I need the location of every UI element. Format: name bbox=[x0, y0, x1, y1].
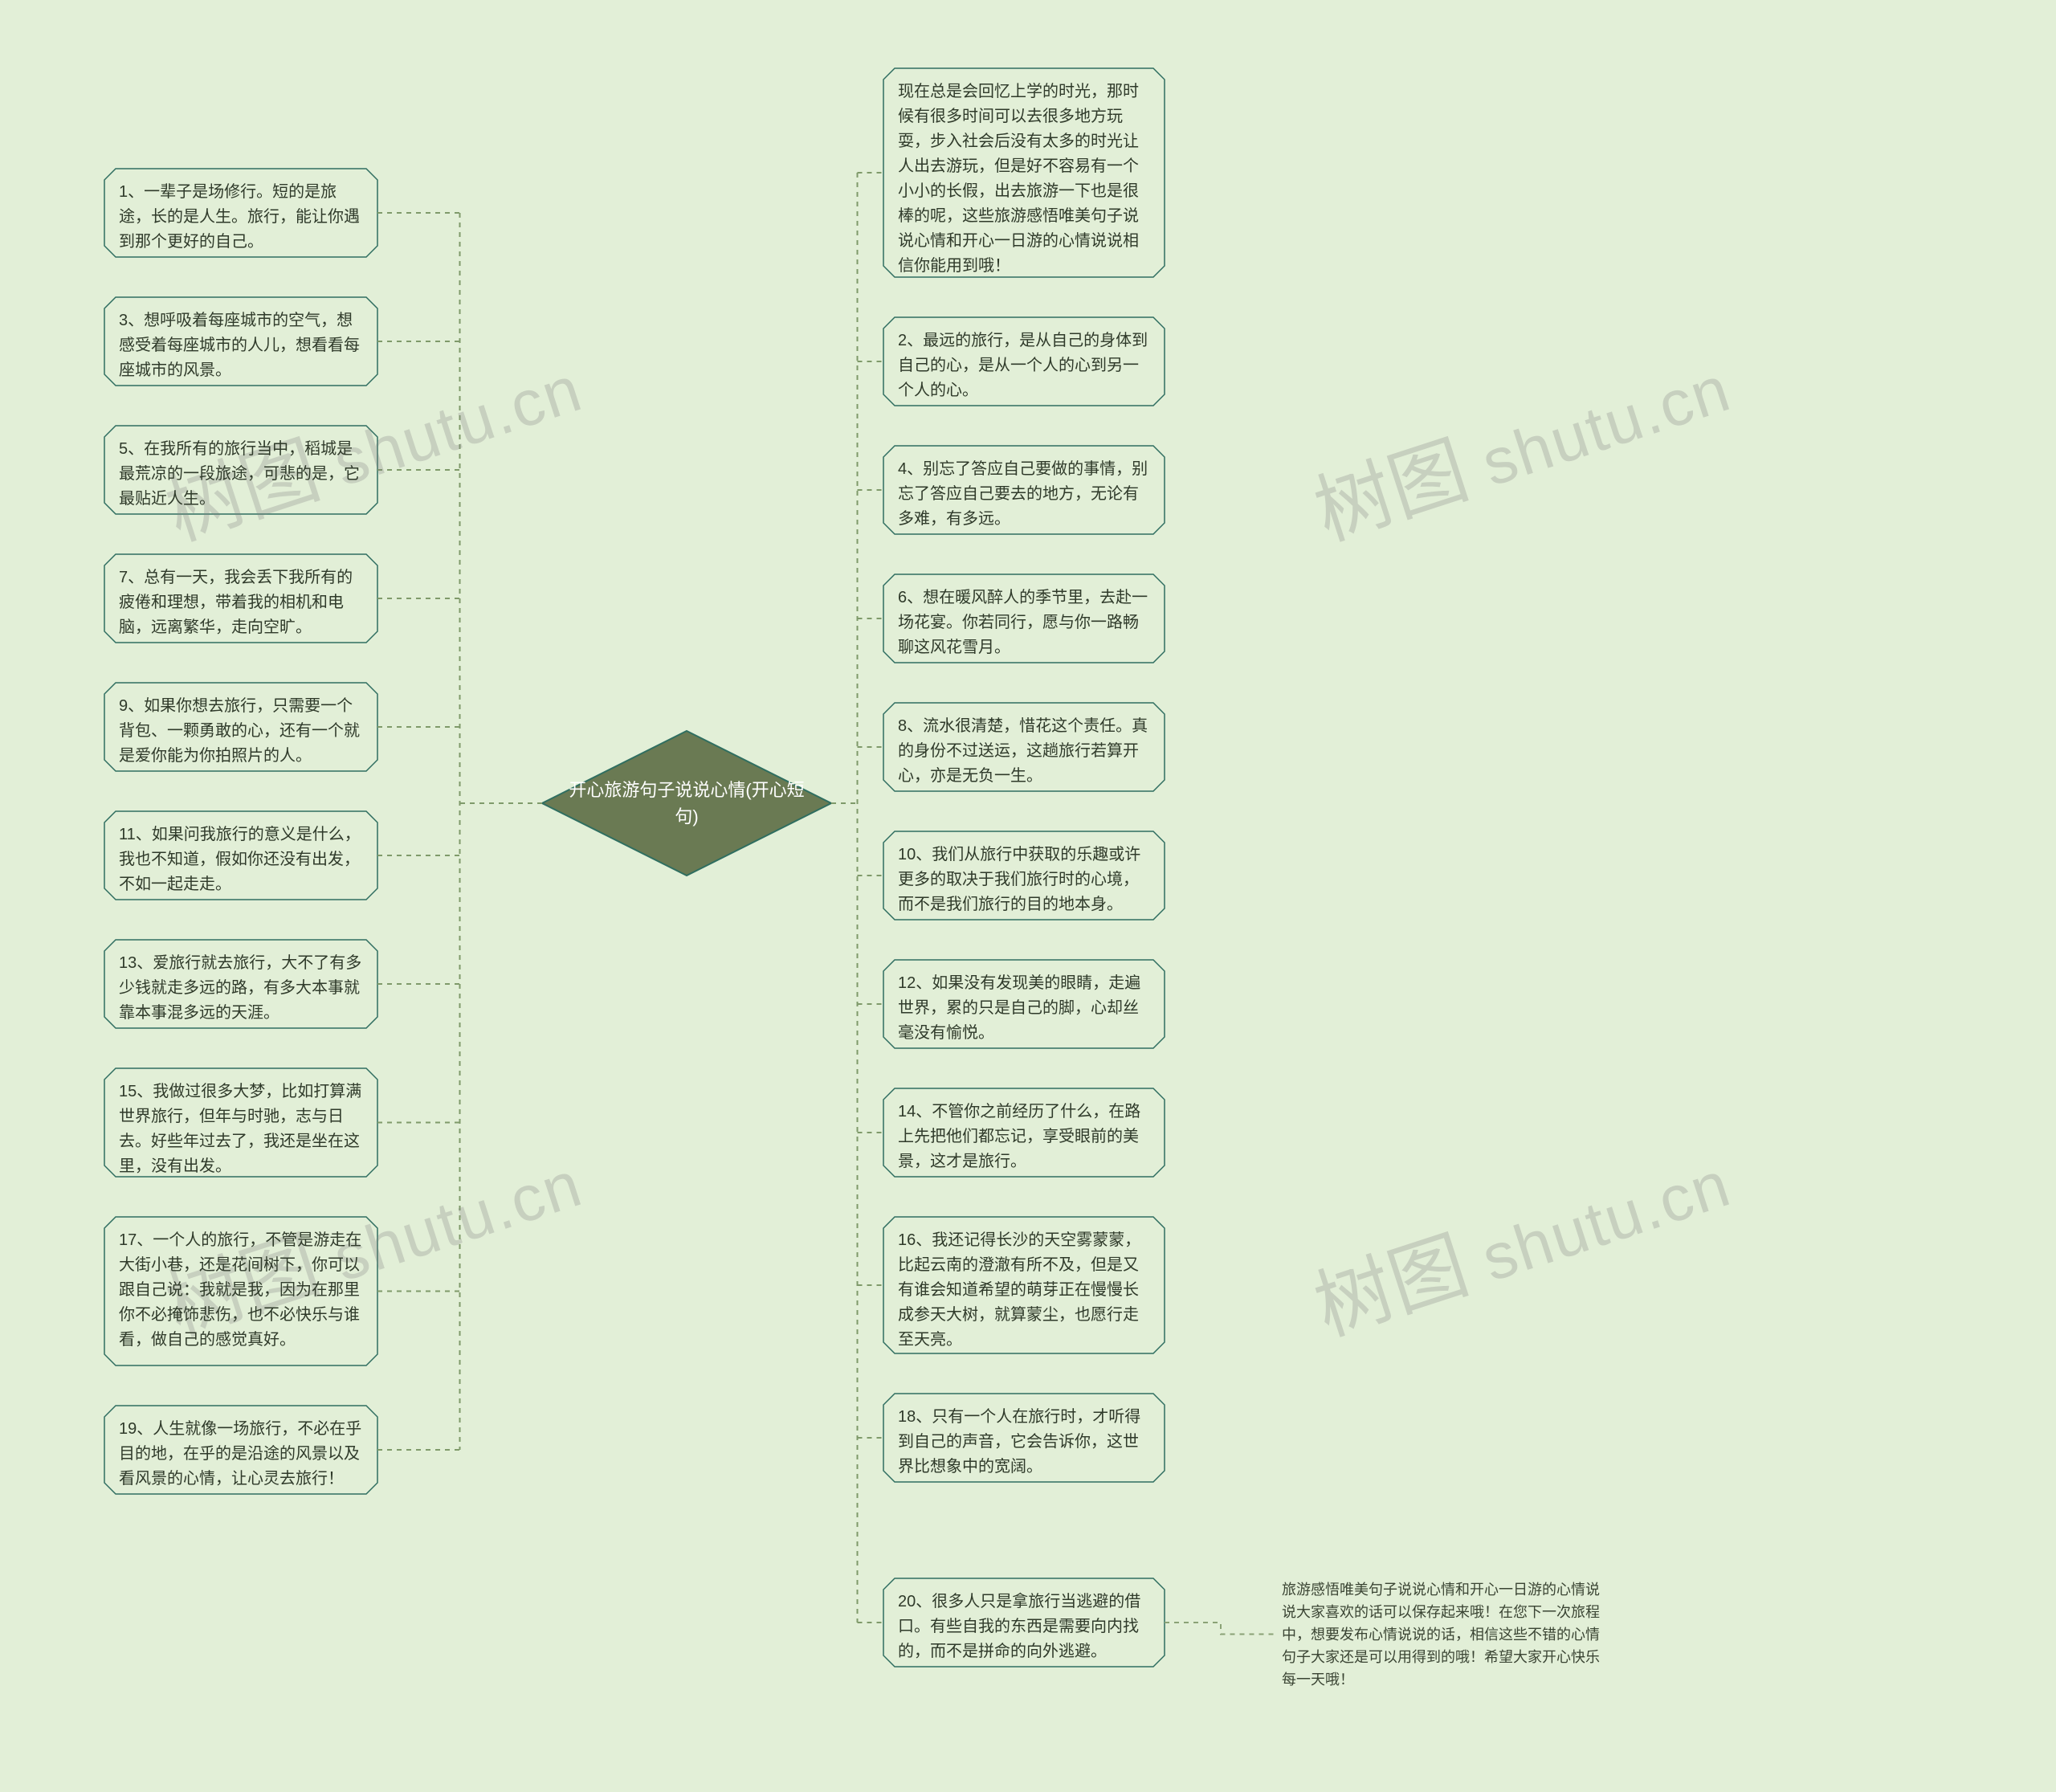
node-R8: 8、流水很清楚，惜花这个责任。真的身份不过送运，这趟旅行若算开心，亦是无负一生。 bbox=[883, 703, 1165, 791]
node-L17: 17、一个人的旅行，不管是游走在大街小巷，还是花间树下，你可以跟自己说：我就是我… bbox=[104, 1217, 377, 1365]
node-R14: 14、不管你之前经历了什么，在路上先把他们都忘记，享受眼前的美景，这才是旅行。 bbox=[883, 1088, 1165, 1177]
node-L15-text: 15、我做过很多大梦，比如打算满世界旅行，但年与时驰，志与日去。好些年过去了，我… bbox=[119, 1083, 361, 1175]
node-L17-text: 17、一个人的旅行，不管是游走在大街小巷，还是花间树下，你可以跟自己说：我就是我… bbox=[119, 1231, 361, 1349]
node-R20: 20、很多人只是拿旅行当逃避的借口。有些自我的东西是需要向内找的，而不是拼命的向… bbox=[883, 1578, 1165, 1667]
node-L15: 15、我做过很多大梦，比如打算满世界旅行，但年与时驰，志与日去。好些年过去了，我… bbox=[104, 1068, 377, 1177]
node-L9: 9、如果你想去旅行，只需要一个背包、一颗勇敢的心，还有一个就是爱你能为你拍照片的… bbox=[104, 683, 377, 771]
node-R18: 18、只有一个人在旅行时，才听得到自己的声音，它会告诉你，这世界比想象中的宽阔。 bbox=[883, 1394, 1165, 1482]
node-R12: 12、如果没有发现美的眼睛，走遍世界，累的只是自己的脚，心却丝毫没有愉悦。 bbox=[883, 960, 1165, 1048]
node-L1: 1、一辈子是场修行。短的是旅途，长的是人生。旅行，能让你遇到那个更好的自己。 bbox=[104, 169, 377, 257]
node-R14-text: 14、不管你之前经历了什么，在路上先把他们都忘记，享受眼前的美景，这才是旅行。 bbox=[898, 1103, 1140, 1170]
node-L7-text: 7、总有一天，我会丢下我所有的疲倦和理想，带着我的相机和电脑，远离繁华，走向空旷… bbox=[119, 569, 353, 636]
node-L3: 3、想呼吸着每座城市的空气，想感受着每座城市的人儿，想看看每座城市的风景。 bbox=[104, 297, 377, 386]
footnote: 旅游感悟唯美句子说说心情和开心一日游的心情说说大家喜欢的话可以保存起来哦！在您下… bbox=[1277, 1576, 1614, 1692]
node-R4-text: 4、别忘了答应自己要做的事情，别忘了答应自己要去的地方，无论有多难，有多远。 bbox=[898, 460, 1148, 528]
watermark: 树图 shutu.cn bbox=[1299, 1118, 1741, 1357]
footnote-text: 旅游感悟唯美句子说说心情和开心一日游的心情说说大家喜欢的话可以保存起来哦！在您下… bbox=[1282, 1582, 1600, 1688]
node-R6: 6、想在暖风醉人的季节里，去赴一场花宴。你若同行，愿与你一路畅聊这风花雪月。 bbox=[883, 574, 1165, 663]
node-R20-text: 20、很多人只是拿旅行当逃避的借口。有些自我的东西是需要向内找的，而不是拼命的向… bbox=[898, 1593, 1140, 1660]
center-node: 开心旅游句子说说心情(开心短句) bbox=[542, 731, 831, 876]
node-L1-text: 1、一辈子是场修行。短的是旅途，长的是人生。旅行，能让你遇到那个更好的自己。 bbox=[119, 183, 360, 251]
node-R6-text: 6、想在暖风醉人的季节里，去赴一场花宴。你若同行，愿与你一路畅聊这风花雪月。 bbox=[898, 589, 1148, 656]
node-L7: 7、总有一天，我会丢下我所有的疲倦和理想，带着我的相机和电脑，远离繁华，走向空旷… bbox=[104, 554, 377, 643]
watermark: 树图 shutu.cn bbox=[1299, 323, 1741, 561]
node-R10-text: 10、我们从旅行中获取的乐趣或许更多的取决于我们旅行时的心境，而不是我们旅行的目… bbox=[898, 846, 1140, 913]
node-L11-text: 11、如果问我旅行的意义是什么，我也不知道，假如你还没有出发，不如一起走走。 bbox=[119, 826, 361, 893]
node-R8-text: 8、流水很清楚，惜花这个责任。真的身份不过送运，这趟旅行若算开心，亦是无负一生。 bbox=[898, 717, 1148, 785]
node-L11: 11、如果问我旅行的意义是什么，我也不知道，假如你还没有出发，不如一起走走。 bbox=[104, 811, 377, 900]
node-R0: 现在总是会回忆上学的时光，那时候有很多时间可以去很多地方玩耍，步入社会后没有太多… bbox=[883, 68, 1165, 277]
node-R10: 10、我们从旅行中获取的乐趣或许更多的取决于我们旅行时的心境，而不是我们旅行的目… bbox=[883, 831, 1165, 920]
node-L5: 5、在我所有的旅行当中，稻城是最荒凉的一段旅途，可悲的是，它最贴近人生。 bbox=[104, 426, 377, 514]
node-R4: 4、别忘了答应自己要做的事情，别忘了答应自己要去的地方，无论有多难，有多远。 bbox=[883, 446, 1165, 534]
node-R18-text: 18、只有一个人在旅行时，才听得到自己的声音，它会告诉你，这世界比想象中的宽阔。 bbox=[898, 1408, 1140, 1476]
node-L9-text: 9、如果你想去旅行，只需要一个背包、一颗勇敢的心，还有一个就是爱你能为你拍照片的… bbox=[119, 697, 360, 765]
node-R0-text: 现在总是会回忆上学的时光，那时候有很多时间可以去很多地方玩耍，步入社会后没有太多… bbox=[898, 83, 1139, 275]
node-R16: 16、我还记得长沙的天空雾蒙蒙，比起云南的澄澈有所不及，但是又有谁会知道希望的萌… bbox=[883, 1217, 1165, 1353]
node-R2: 2、最远的旅行，是从自己的身体到自己的心，是从一个人的心到另一个人的心。 bbox=[883, 317, 1165, 406]
node-L3-text: 3、想呼吸着每座城市的空气，想感受着每座城市的人儿，想看看每座城市的风景。 bbox=[119, 312, 360, 379]
node-R12-text: 12、如果没有发现美的眼睛，走遍世界，累的只是自己的脚，心却丝毫没有愉悦。 bbox=[898, 974, 1140, 1042]
node-L5-text: 5、在我所有的旅行当中，稻城是最荒凉的一段旅途，可悲的是，它最贴近人生。 bbox=[119, 440, 360, 508]
node-L13: 13、爱旅行就去旅行，大不了有多少钱就走多远的路，有多大本事就靠本事混多远的天涯… bbox=[104, 940, 377, 1028]
node-L19: 19、人生就像一场旅行，不必在乎目的地，在乎的是沿途的风景以及看风景的心情，让心… bbox=[104, 1406, 377, 1494]
center-node-text: 开心旅游句子说说心情(开心短句) bbox=[558, 777, 815, 830]
node-R2-text: 2、最远的旅行，是从自己的身体到自己的心，是从一个人的心到另一个人的心。 bbox=[898, 332, 1148, 399]
node-L19-text: 19、人生就像一场旅行，不必在乎目的地，在乎的是沿途的风景以及看风景的心情，让心… bbox=[119, 1420, 361, 1488]
node-L13-text: 13、爱旅行就去旅行，大不了有多少钱就走多远的路，有多大本事就靠本事混多远的天涯… bbox=[119, 954, 361, 1022]
node-R16-text: 16、我还记得长沙的天空雾蒙蒙，比起云南的澄澈有所不及，但是又有谁会知道希望的萌… bbox=[898, 1231, 1140, 1349]
